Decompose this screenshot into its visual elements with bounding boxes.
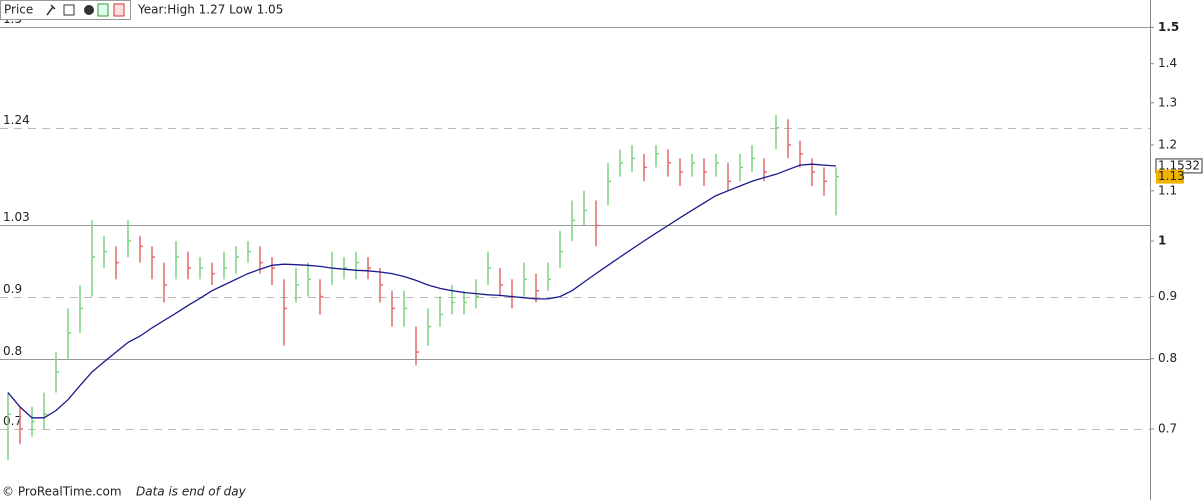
range-text: Year:High 1.27 Low 1.05 bbox=[137, 3, 283, 17]
y-tick-label: 1.1 bbox=[1158, 183, 1177, 197]
close-value-label: 1.13 bbox=[1158, 169, 1185, 183]
level-label: 1.03 bbox=[3, 210, 30, 224]
level-label: 0.8 bbox=[3, 344, 22, 358]
close-value-box bbox=[1156, 169, 1184, 184]
level-label: 0.9 bbox=[3, 282, 22, 296]
down-icon[interactable] bbox=[113, 3, 125, 17]
note: Data is end of day bbox=[136, 485, 247, 499]
source: © ProRealTime.com bbox=[2, 485, 122, 499]
y-tick-label: 1.5 bbox=[1158, 20, 1179, 34]
toolbar-label: Price bbox=[4, 3, 33, 17]
ma-value-label: 1.1532 bbox=[1158, 158, 1200, 172]
wrench-icon bbox=[46, 4, 56, 16]
y-tick-label: 1.3 bbox=[1158, 95, 1177, 109]
y-tick-label: 0.8 bbox=[1158, 351, 1177, 365]
y-tick-label: 1 bbox=[1158, 234, 1166, 248]
content: 1.51.241.030.90.80.71.51.41.31.21.110.90… bbox=[0, 12, 1203, 460]
moving-average bbox=[7, 163, 837, 419]
window-icon[interactable] bbox=[63, 4, 75, 16]
y-tick-label: 0.7 bbox=[1158, 421, 1177, 435]
toolbar-icons bbox=[46, 3, 125, 17]
close-icon[interactable] bbox=[84, 5, 94, 15]
y-tick-label: 1.2 bbox=[1158, 137, 1177, 151]
level-label: 0.7 bbox=[3, 414, 22, 428]
up-icon[interactable] bbox=[97, 3, 109, 17]
plot-area bbox=[0, 0, 1150, 482]
level-label: 1.24 bbox=[3, 113, 30, 127]
y-tick-label: 1.4 bbox=[1158, 56, 1177, 70]
y-tick-label: 0.9 bbox=[1158, 289, 1177, 303]
